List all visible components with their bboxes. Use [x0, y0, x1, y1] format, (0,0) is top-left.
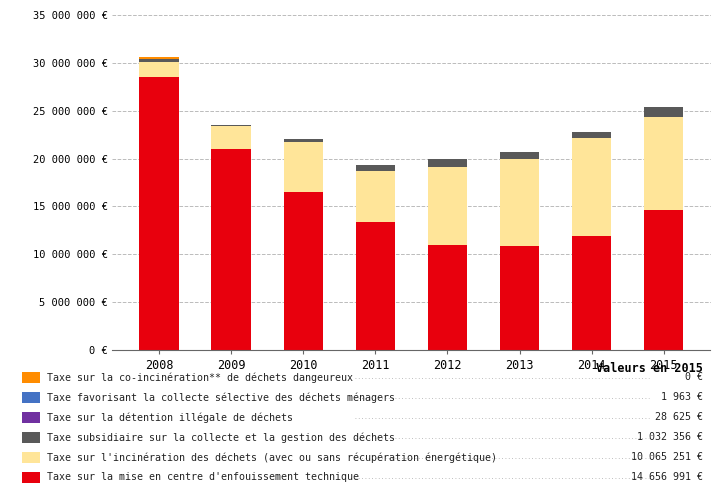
Bar [355, 222, 395, 350]
Bar [283, 138, 323, 142]
Bar [139, 57, 179, 59]
Text: 28 625 €: 28 625 € [655, 412, 703, 422]
Bar [428, 244, 468, 350]
Bar [500, 158, 539, 246]
Bar [644, 116, 684, 210]
Bar [572, 236, 611, 350]
Bar [428, 167, 468, 244]
Bar [139, 59, 179, 62]
Text: 1 032 356 €: 1 032 356 € [637, 432, 703, 442]
Text: 1 963 €: 1 963 € [661, 392, 703, 402]
Bar [139, 77, 179, 350]
Bar [644, 210, 684, 350]
Bar [355, 165, 395, 171]
Bar [644, 107, 684, 117]
Text: 0 €: 0 € [685, 372, 703, 382]
Text: 14 656 991 €: 14 656 991 € [631, 472, 703, 482]
Bar [283, 192, 323, 350]
Bar [500, 152, 539, 158]
Bar [355, 171, 395, 222]
Bar [500, 246, 539, 350]
Text: Valeurs en 2015: Valeurs en 2015 [597, 362, 703, 376]
Bar [572, 138, 611, 236]
Text: Taxe sur la détention illégale de déchets: Taxe sur la détention illégale de déchet… [47, 412, 293, 423]
Text: Taxe sur la mise en centre d'enfouissement technique: Taxe sur la mise en centre d'enfouisseme… [47, 472, 359, 482]
Bar [212, 126, 251, 149]
Text: Taxe subsidiaire sur la collecte et la gestion des déchets: Taxe subsidiaire sur la collecte et la g… [47, 432, 395, 443]
Bar [428, 159, 468, 167]
Text: 10 065 251 €: 10 065 251 € [631, 452, 703, 462]
Bar [212, 149, 251, 350]
Text: Taxe sur la co-incinération** de déchets dangeureux: Taxe sur la co-incinération** de déchets… [47, 372, 353, 383]
Text: Taxe favorisant la collecte sélective des déchets ménagers: Taxe favorisant la collecte sélective de… [47, 392, 395, 403]
Bar [283, 142, 323, 192]
Text: Taxe sur l'incinération des déchets (avec ou sans récupération énergétique): Taxe sur l'incinération des déchets (ave… [47, 452, 497, 463]
Bar [572, 132, 611, 138]
Bar [139, 62, 179, 77]
Bar [212, 125, 251, 126]
